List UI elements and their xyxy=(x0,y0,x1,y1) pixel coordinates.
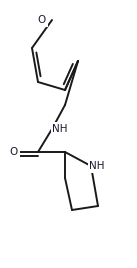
Text: NH: NH xyxy=(89,161,105,171)
Text: O: O xyxy=(38,15,46,25)
Text: O: O xyxy=(10,147,18,157)
Text: NH: NH xyxy=(52,124,68,134)
